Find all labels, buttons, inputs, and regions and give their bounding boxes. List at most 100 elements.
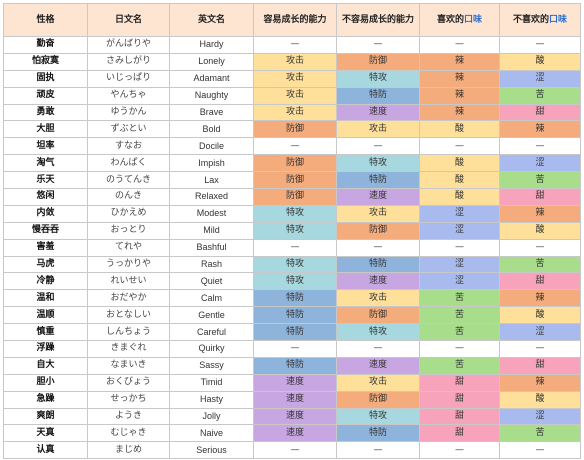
cell-nature: 浮躁: [3, 340, 88, 358]
table-row: 坦率 すなお Docile — — — —: [3, 137, 581, 156]
cell-english-name: Lax: [169, 171, 254, 190]
cell-disliked-flavor: 辣: [499, 373, 581, 392]
cell-disliked-flavor: 辣: [499, 204, 581, 223]
cell-easy-stat: 防御: [253, 171, 337, 190]
table-row: 急躁 せっかち Hasty 速度 防御甜酸: [3, 390, 581, 409]
cell-japanese-name: のんき: [87, 188, 170, 206]
cell-easy-stat: 攻击: [253, 69, 337, 88]
cell-nature: 慢吞吞: [3, 221, 88, 240]
cell-easy-stat: 速度: [253, 373, 337, 392]
header-japanese-name: 日文名: [87, 3, 170, 37]
cell-liked-flavor: —: [419, 137, 500, 156]
cell-liked-flavor: 苦: [419, 323, 500, 342]
cell-liked-flavor: 涩: [419, 255, 500, 274]
cell-nature: 淘气: [3, 154, 88, 173]
cell-english-name: Quirky: [169, 340, 254, 358]
cell-english-name: Docile: [169, 137, 254, 156]
cell-hard-stat: —: [336, 441, 420, 460]
cell-japanese-name: わんぱく: [87, 154, 170, 173]
cell-english-name: Lonely: [169, 52, 254, 71]
cell-nature: 勇敢: [3, 103, 88, 122]
cell-japanese-name: すなお: [87, 137, 170, 156]
table-row: 浮躁 きまぐれ Quirky — — — —: [3, 340, 581, 358]
cell-disliked-flavor: 甜: [499, 356, 581, 375]
cell-japanese-name: おとなしい: [87, 306, 170, 325]
table-body: 勤奋 がんばりや Hardy — — — — 怕寂寞 さみしがり Lonely 攻击 防御辣酸固执 いじ…: [3, 36, 581, 460]
header-nature: 性格: [3, 3, 88, 37]
table-row: 胆小 おくびょう Timid 速度 攻击甜辣: [3, 373, 581, 392]
table-row: 爽朗 ようき Jolly 速度 特攻甜涩: [3, 407, 581, 426]
cell-english-name: Serious: [169, 441, 254, 460]
cell-english-name: Naughty: [169, 86, 254, 105]
cell-liked-flavor: 辣: [419, 86, 500, 105]
cell-hard-stat: 速度: [336, 356, 420, 375]
header-liked-flavor: 喜欢的口味: [419, 3, 500, 37]
cell-japanese-name: ゆうかん: [87, 103, 170, 122]
cell-disliked-flavor: 涩: [499, 69, 581, 88]
cell-japanese-name: まじめ: [87, 441, 170, 460]
cell-disliked-flavor: 甜: [499, 188, 581, 206]
cell-japanese-name: ずぶとい: [87, 120, 170, 139]
table-row: 慎重 しんちょう Careful 特防 特攻苦涩: [3, 323, 581, 342]
cell-easy-stat: 速度: [253, 390, 337, 409]
cell-japanese-name: しんちょう: [87, 323, 170, 342]
cell-easy-stat: 特防: [253, 306, 337, 325]
cell-nature: 胆小: [3, 373, 88, 392]
cell-liked-flavor: 苦: [419, 289, 500, 308]
cell-hard-stat: 攻击: [336, 373, 420, 392]
header-disliked-flavor: 不喜欢的口味: [499, 3, 581, 37]
cell-nature: 勤奋: [3, 36, 88, 54]
cell-disliked-flavor: 苦: [499, 424, 581, 443]
cell-liked-flavor: 酸: [419, 188, 500, 206]
cell-hard-stat: 特防: [336, 424, 420, 443]
cell-disliked-flavor: 辣: [499, 120, 581, 139]
cell-english-name: Sassy: [169, 356, 254, 375]
table-row: 马虎 うっかりや Rash 特攻 特防涩苦: [3, 255, 581, 274]
cell-hard-stat: 速度: [336, 188, 420, 206]
cell-nature: 坦率: [3, 137, 88, 156]
table-row: 自大 なまいき Sassy 特防 速度苦甜: [3, 356, 581, 375]
cell-liked-flavor: 涩: [419, 272, 500, 291]
cell-hard-stat: 防御: [336, 390, 420, 409]
cell-easy-stat: —: [253, 441, 337, 460]
cell-hard-stat: 攻击: [336, 289, 420, 308]
header-disliked-flavor-highlight: 口味: [549, 15, 568, 25]
cell-nature: 马虎: [3, 255, 88, 274]
cell-japanese-name: せっかち: [87, 390, 170, 409]
cell-nature: 慎重: [3, 323, 88, 342]
cell-english-name: Bashful: [169, 238, 254, 257]
cell-easy-stat: 速度: [253, 407, 337, 426]
cell-japanese-name: むじゃき: [87, 424, 170, 443]
cell-disliked-flavor: 酸: [499, 306, 581, 325]
cell-hard-stat: 特攻: [336, 154, 420, 173]
cell-disliked-flavor: 苦: [499, 86, 581, 105]
cell-japanese-name: てれや: [87, 238, 170, 257]
header-easy-growth-stat: 容易成长的能力: [253, 3, 337, 37]
cell-hard-stat: 特攻: [336, 407, 420, 426]
cell-nature: 天真: [3, 424, 88, 443]
header-liked-flavor-highlight: 口味: [464, 15, 483, 25]
cell-easy-stat: 特攻: [253, 204, 337, 223]
cell-japanese-name: おだやか: [87, 289, 170, 308]
cell-english-name: Jolly: [169, 407, 254, 426]
cell-hard-stat: —: [336, 340, 420, 358]
cell-nature: 温顺: [3, 306, 88, 325]
cell-english-name: Adamant: [169, 69, 254, 88]
cell-liked-flavor: 甜: [419, 424, 500, 443]
table-row: 固执 いじっぱり Adamant 攻击 特攻辣涩: [3, 69, 581, 88]
cell-hard-stat: 特攻: [336, 69, 420, 88]
cell-disliked-flavor: 甜: [499, 103, 581, 122]
cell-hard-stat: 特防: [336, 255, 420, 274]
cell-easy-stat: 攻击: [253, 86, 337, 105]
table-row: 害羞 てれや Bashful — — — —: [3, 238, 581, 257]
table-row: 顽皮 やんちゃ Naughty 攻击 特防辣苦: [3, 86, 581, 105]
cell-nature: 固执: [3, 69, 88, 88]
cell-liked-flavor: 涩: [419, 204, 500, 223]
header-english-name: 英文名: [169, 3, 254, 37]
cell-disliked-flavor: —: [499, 340, 581, 358]
cell-hard-stat: 防御: [336, 221, 420, 240]
cell-easy-stat: 特防: [253, 323, 337, 342]
cell-hard-stat: 速度: [336, 272, 420, 291]
cell-disliked-flavor: 苦: [499, 171, 581, 190]
cell-hard-stat: —: [336, 238, 420, 257]
